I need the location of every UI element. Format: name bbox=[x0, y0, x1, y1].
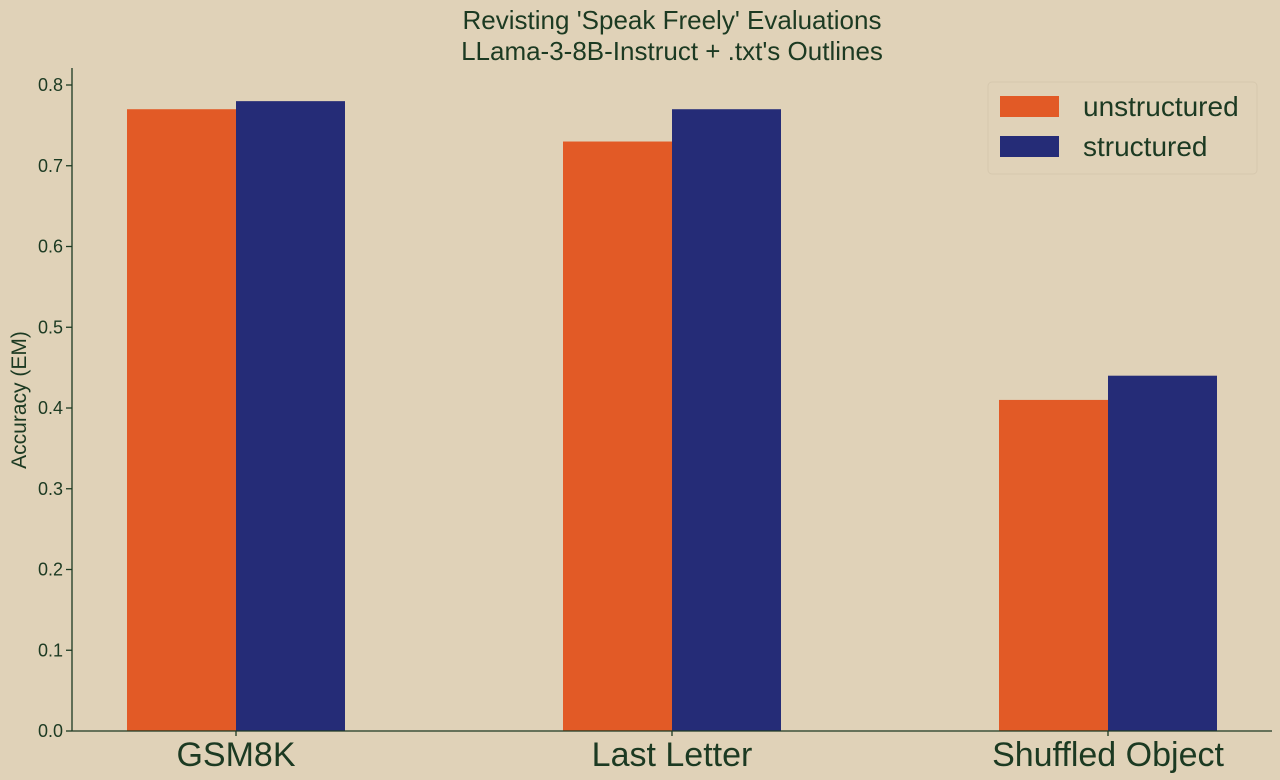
y-tick-label: 0.7 bbox=[38, 156, 63, 176]
y-tick-label: 0.8 bbox=[38, 75, 63, 95]
y-tick-label: 0.2 bbox=[38, 560, 63, 580]
y-tick-label: 0.3 bbox=[38, 479, 63, 499]
y-tick-label: 0.1 bbox=[38, 640, 63, 660]
legend-label-unstructured: unstructured bbox=[1083, 91, 1239, 122]
legend-swatch-unstructured bbox=[1000, 96, 1059, 117]
chart-subtitle: LLama-3-8B-Instruct + .txt's Outlines bbox=[461, 36, 883, 66]
y-tick-label: 0.6 bbox=[38, 237, 63, 257]
legend-label-structured: structured bbox=[1083, 131, 1208, 162]
y-tick-label: 0.0 bbox=[38, 721, 63, 741]
chart-titles: Revisting 'Speak Freely' Evaluations LLa… bbox=[461, 5, 883, 66]
chart-title: Revisting 'Speak Freely' Evaluations bbox=[463, 5, 882, 35]
bar-unstructured-last-letter bbox=[563, 141, 672, 731]
legend: unstructured structured bbox=[987, 81, 1258, 175]
x-tick-label: Last Letter bbox=[592, 736, 753, 774]
y-axis-ticks: 0.0 0.1 0.2 0.3 0.4 0.5 0.6 0.7 0.8 bbox=[38, 75, 72, 741]
y-tick-label: 0.4 bbox=[38, 398, 63, 418]
bar-unstructured-shuffled-object bbox=[999, 399, 1108, 731]
bar-structured-shuffled-object bbox=[1108, 375, 1217, 731]
x-axis-labels: GSM8K Last Letter Shuffled Object bbox=[176, 731, 1224, 774]
x-tick-label: GSM8K bbox=[176, 736, 295, 774]
bar-structured-last-letter bbox=[672, 109, 781, 732]
x-tick-label: Shuffled Object bbox=[992, 736, 1224, 774]
bars-group bbox=[127, 101, 1217, 732]
bar-structured-gsm8k bbox=[236, 101, 345, 731]
y-tick-label: 0.5 bbox=[38, 317, 63, 337]
legend-swatch-structured bbox=[1000, 136, 1059, 157]
y-axis-label: Accuracy (EM) bbox=[8, 331, 31, 469]
bar-unstructured-gsm8k bbox=[127, 109, 236, 732]
